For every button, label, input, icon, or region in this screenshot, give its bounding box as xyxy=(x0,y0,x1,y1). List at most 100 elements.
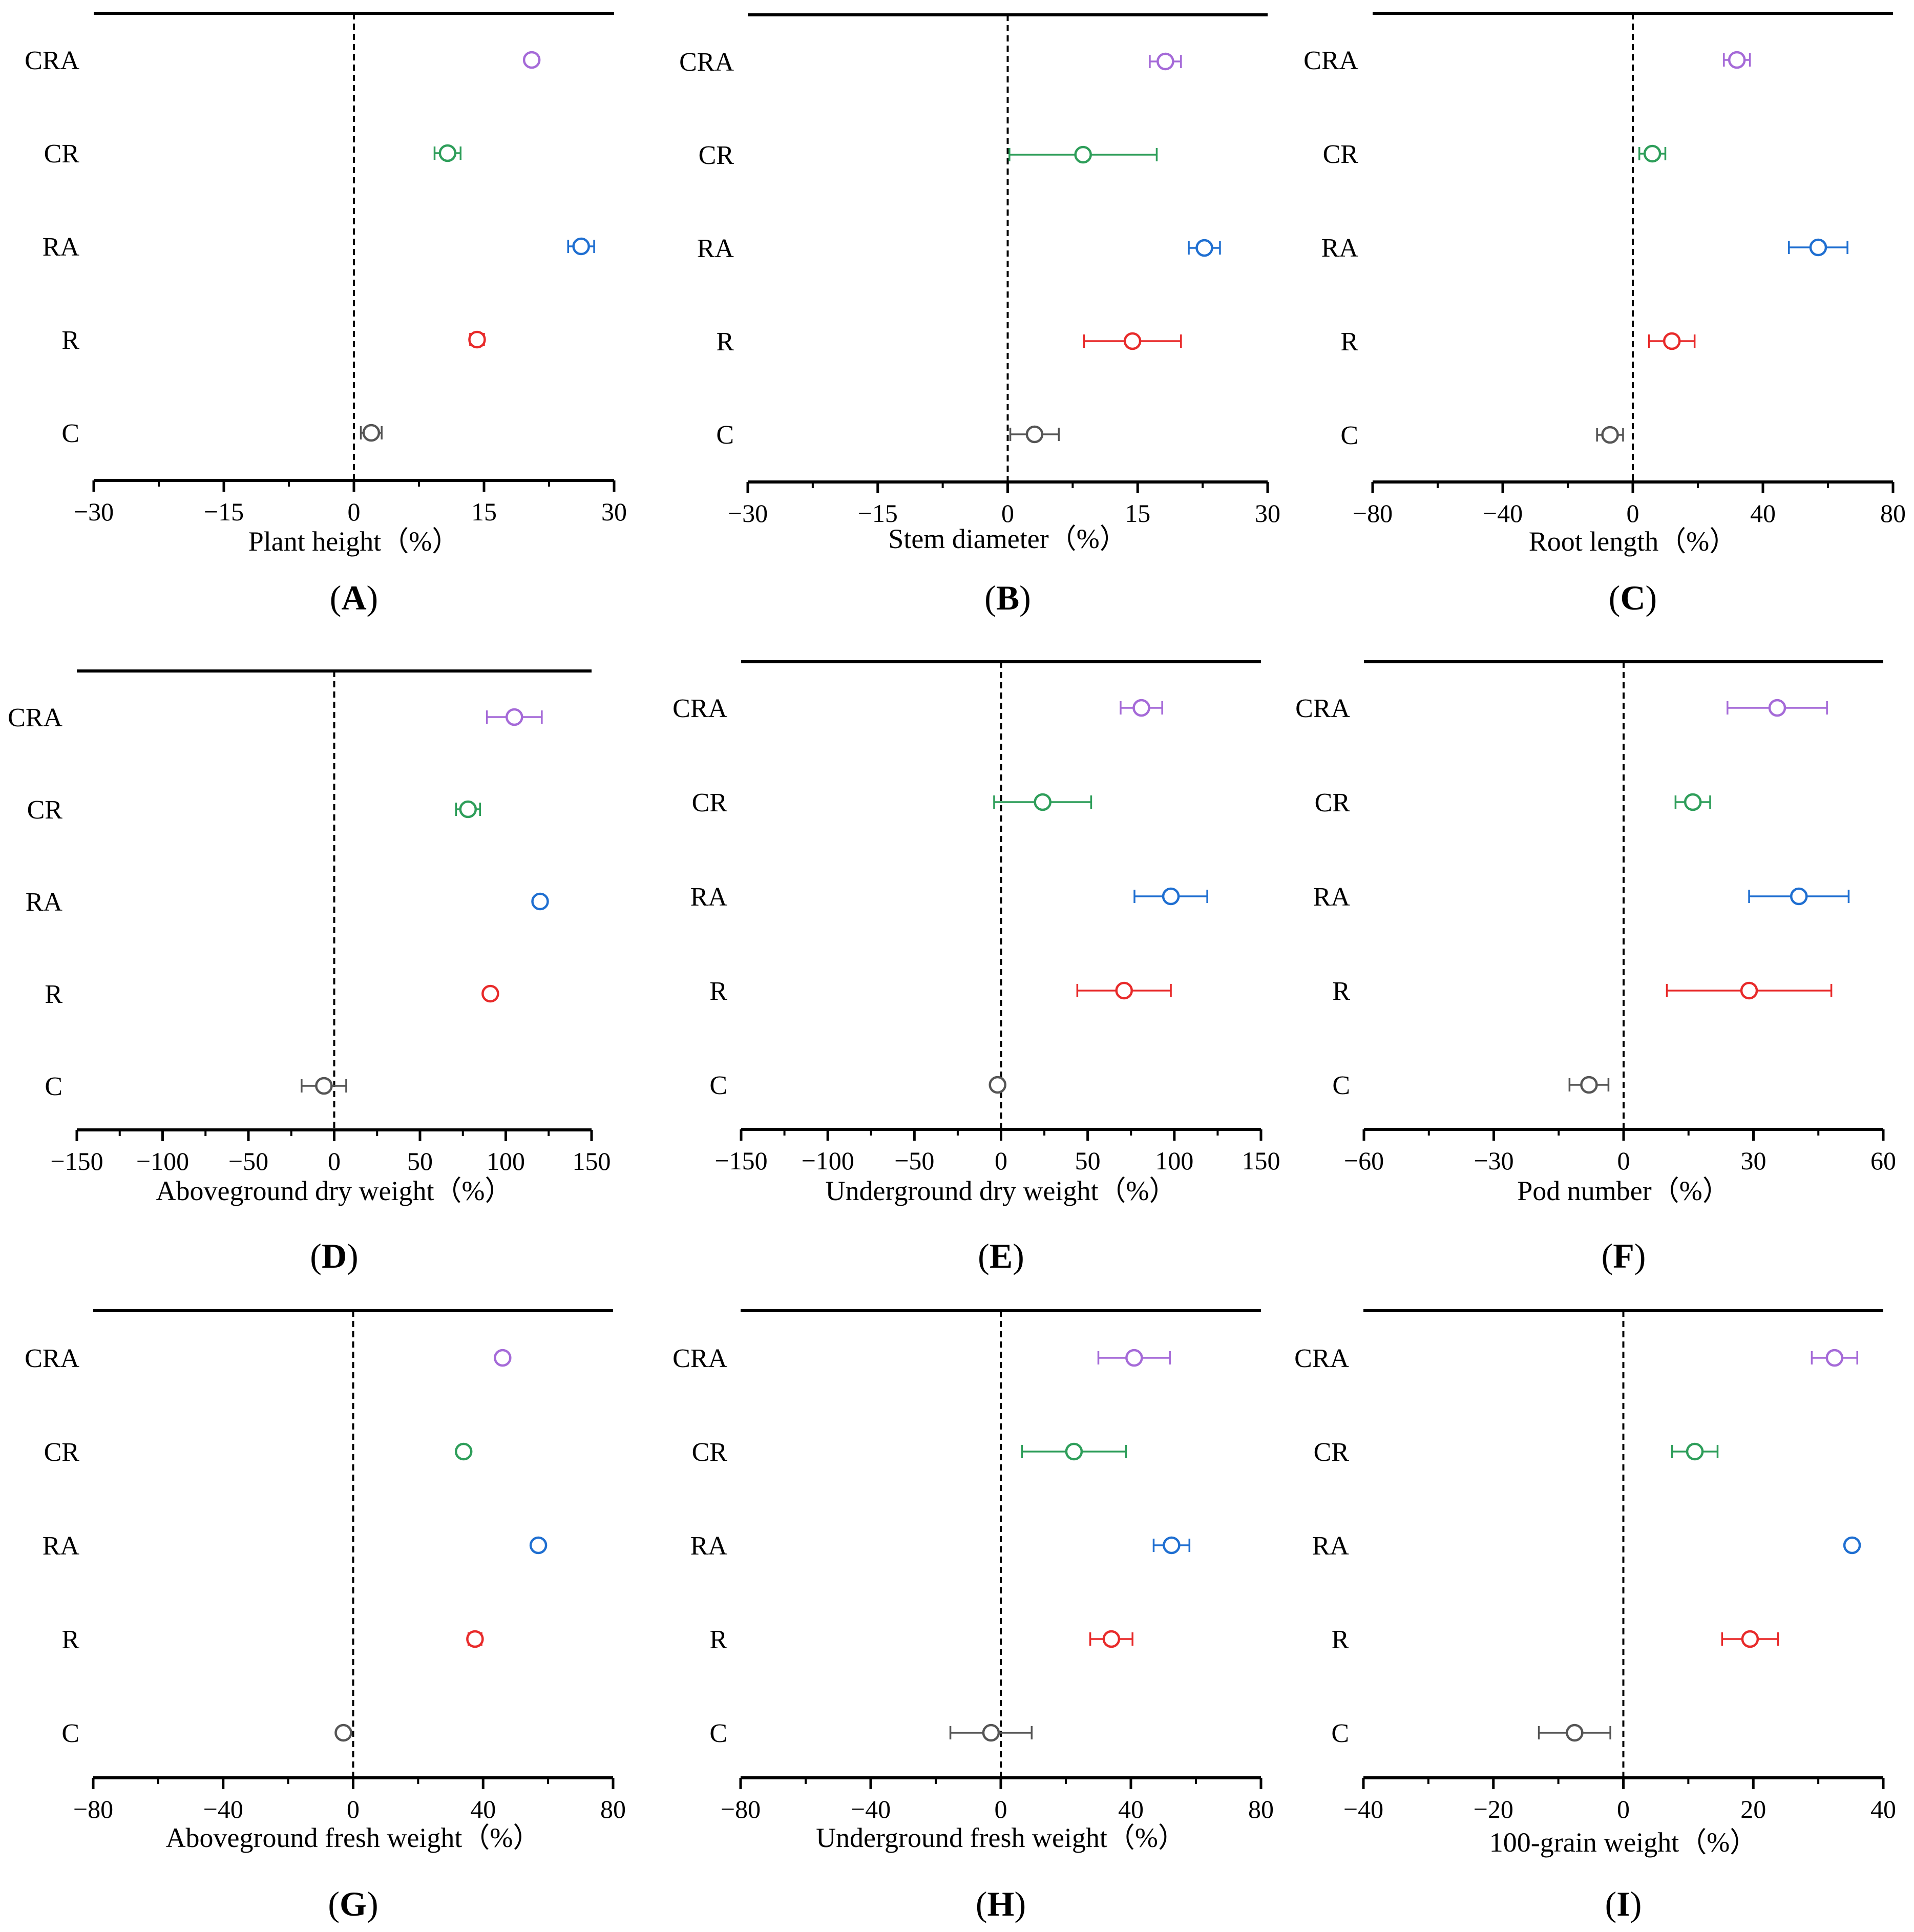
point-cra xyxy=(522,51,541,69)
x-tick-label: −80 xyxy=(1353,499,1393,528)
point-ra xyxy=(572,237,590,256)
category-label-cra: CRA xyxy=(1294,1344,1349,1373)
x-axis-label: Plant height（%） xyxy=(248,526,459,557)
point-c xyxy=(1566,1724,1584,1742)
x-tick-label: 150 xyxy=(573,1147,611,1175)
x-tick-label: 80 xyxy=(1880,499,1906,528)
x-tick-label: −15 xyxy=(858,499,898,528)
x-tick-label: −150 xyxy=(714,1146,767,1175)
x-tick-label: 0 xyxy=(1617,1795,1630,1823)
category-label-cra: CRA xyxy=(8,703,62,732)
point-c xyxy=(988,1076,1006,1094)
point-ra xyxy=(1163,1536,1181,1555)
x-tick-label: −30 xyxy=(74,497,114,526)
x-tick-label: 0 xyxy=(347,1795,360,1823)
panel-label: (C) xyxy=(1609,578,1657,617)
x-tick-label: −40 xyxy=(1483,499,1523,528)
point-cra xyxy=(1125,1349,1143,1367)
x-tick-label: 40 xyxy=(1118,1795,1144,1823)
point-ra xyxy=(1162,887,1180,906)
x-axis-label: Aboveground fresh weight（%） xyxy=(166,1822,541,1853)
point-r xyxy=(468,330,486,349)
point-cr xyxy=(438,144,457,162)
x-tick-label: 20 xyxy=(1740,1795,1766,1823)
category-label-c: C xyxy=(61,419,79,448)
point-cr xyxy=(1074,145,1092,164)
category-label-c: C xyxy=(716,421,734,450)
x-tick-label: −20 xyxy=(1474,1795,1513,1823)
x-tick-label: 30 xyxy=(1255,499,1280,528)
panel-a: −30 −15 0 15 30 Plant height（%） (A) CRA CR RA R C xyxy=(25,12,627,617)
point-r xyxy=(466,1630,484,1648)
x-tick-label: −40 xyxy=(1343,1795,1383,1823)
category-label-c: C xyxy=(1331,1719,1349,1748)
x-tick-label: −30 xyxy=(728,499,768,528)
x-tick-label: −40 xyxy=(203,1795,243,1823)
x-tick-label: 50 xyxy=(1075,1146,1101,1175)
point-c xyxy=(982,1724,1000,1742)
panel-label: (B) xyxy=(984,578,1031,617)
x-tick-label: 15 xyxy=(471,497,497,526)
point-ra xyxy=(531,892,549,911)
panel-label: (D) xyxy=(310,1236,358,1275)
x-axis-label: 100-grain weight（%） xyxy=(1489,1827,1757,1858)
x-axis-label: Pod number（%） xyxy=(1517,1175,1730,1206)
category-label-ra: RA xyxy=(26,888,63,917)
point-ra xyxy=(1790,887,1808,906)
panel-label: (H) xyxy=(976,1884,1026,1923)
x-tick-label: 150 xyxy=(1242,1146,1280,1175)
category-label-cra: CRA xyxy=(1295,694,1350,723)
x-axis-label: Underground fresh weight（%） xyxy=(816,1822,1186,1853)
point-cra xyxy=(1768,699,1786,717)
category-label-ra: RA xyxy=(1321,234,1359,263)
x-tick-label: 0 xyxy=(1617,1146,1630,1175)
category-label-ra: RA xyxy=(1313,883,1351,912)
point-cr xyxy=(1684,793,1702,811)
category-label-ra: RA xyxy=(690,883,728,912)
x-tick-label: 0 xyxy=(995,1146,1007,1175)
x-tick-label: 80 xyxy=(600,1795,626,1823)
category-label-cr: CR xyxy=(1323,140,1359,169)
x-axis-label: Stem diameter（%） xyxy=(888,523,1127,554)
x-tick-label: 30 xyxy=(601,497,627,526)
category-label-c: C xyxy=(709,1719,727,1748)
panel-c: −80 −40 0 40 80 Root length（%） (C) CRA CR RA R C xyxy=(1303,12,1906,617)
panel-b: −30 −15 0 15 30 Stem diameter（%） (B) CRA CR RA R C xyxy=(679,13,1280,617)
panel-e: −150 −100 −50 0 50 100 150 Underground dry weig… xyxy=(672,660,1280,1275)
x-tick-label: 0 xyxy=(1627,499,1639,528)
category-label-r: R xyxy=(1332,977,1350,1006)
point-cr xyxy=(454,1442,473,1461)
point-cr xyxy=(1686,1442,1704,1461)
x-axis-label: Root length（%） xyxy=(1529,526,1737,557)
category-label-r: R xyxy=(61,326,79,355)
panel-label: (I) xyxy=(1605,1884,1642,1923)
point-cr xyxy=(459,800,477,818)
x-tick-label: 0 xyxy=(328,1147,341,1175)
point-cr xyxy=(1643,144,1661,163)
point-r xyxy=(1663,332,1681,350)
point-ra xyxy=(1843,1536,1861,1555)
panel-d: −150 −100 −50 0 50 100 150 Aboveground dry weig… xyxy=(8,669,611,1275)
x-tick-label: −15 xyxy=(204,497,244,526)
x-tick-label: 100 xyxy=(1155,1146,1193,1175)
x-tick-label: −60 xyxy=(1344,1146,1384,1175)
point-cr xyxy=(1034,793,1051,811)
panel-f: −60 −30 0 30 60 Pod number（%） (F) CRA CR RA R C xyxy=(1295,660,1896,1275)
x-tick-label: −30 xyxy=(1474,1146,1513,1175)
x-tick-label: 15 xyxy=(1125,499,1150,528)
category-label-cr: CR xyxy=(1315,788,1351,817)
category-label-cra: CRA xyxy=(672,1344,727,1373)
point-c xyxy=(1025,425,1044,444)
category-label-cr: CR xyxy=(44,139,80,169)
category-label-cra: CRA xyxy=(672,694,727,723)
panel-label: (E) xyxy=(978,1236,1024,1275)
x-axis-label: Aboveground dry weight（%） xyxy=(156,1175,513,1206)
category-label-r: R xyxy=(716,327,734,356)
point-c xyxy=(1580,1076,1598,1094)
category-label-cra: CRA xyxy=(1303,46,1358,75)
point-ra xyxy=(1195,239,1213,257)
point-ra xyxy=(1809,238,1827,257)
category-label-cr: CR xyxy=(27,795,63,825)
